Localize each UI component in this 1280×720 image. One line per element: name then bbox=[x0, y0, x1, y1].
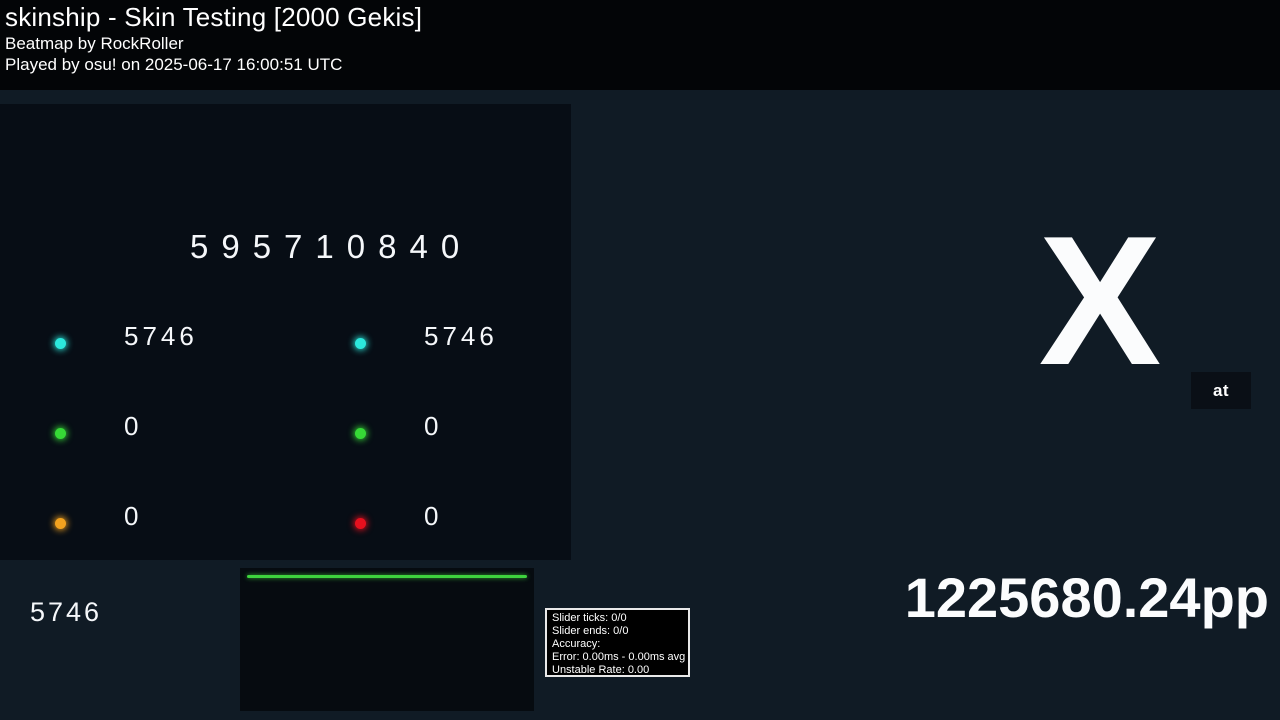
hit-100-count: 0 bbox=[124, 411, 143, 441]
score-panel: 595710840 5746 0 0 5746 0 0 5746 100.00 bbox=[0, 104, 571, 627]
hit-miss-dot-icon bbox=[355, 518, 366, 529]
graph-line bbox=[247, 575, 527, 578]
stats-tooltip: Slider ticks: 0/0 Slider ends: 0/0 Accur… bbox=[545, 608, 690, 677]
rank-grade-x: X bbox=[1038, 197, 1162, 403]
tooltip-error: Error: 0.00ms - 0.00ms avg bbox=[552, 651, 686, 663]
tooltip-accuracy: Accuracy: bbox=[552, 638, 601, 650]
performance-graph[interactable] bbox=[240, 568, 534, 711]
hit-50-count: 0 bbox=[124, 501, 143, 531]
hit-katu-dot-icon bbox=[355, 428, 366, 439]
max-combo: 5746 bbox=[30, 597, 103, 627]
hit-100-dot-icon bbox=[55, 428, 66, 439]
hit-miss-count: 0 bbox=[424, 501, 443, 531]
hit-50-dot-icon bbox=[55, 518, 66, 529]
hit-300-count: 5746 bbox=[124, 321, 198, 351]
tooltip-slider-ends: Slider ends: 0/0 bbox=[552, 625, 629, 637]
beatmap-author: Beatmap by RockRoller bbox=[5, 34, 184, 53]
hit-300-dot-icon bbox=[55, 338, 66, 349]
header-bar: skinship - Skin Testing [2000 Gekis] Bea… bbox=[0, 0, 1280, 90]
mod-badge-auto: at bbox=[1191, 372, 1251, 409]
tooltip-slider-ticks: Slider ticks: 0/0 bbox=[552, 612, 627, 624]
hit-katu-count: 0 bbox=[424, 411, 443, 441]
played-by-line: Played by osu! on 2025-06-17 16:00:51 UT… bbox=[5, 55, 343, 74]
beatmap-title: skinship - Skin Testing [2000 Gekis] bbox=[5, 2, 423, 32]
total-score: 595710840 bbox=[190, 228, 473, 265]
pp-value: 1225680.24pp bbox=[904, 566, 1269, 629]
tooltip-unstable-rate: Unstable Rate: 0.00 bbox=[552, 664, 650, 676]
hit-geki-dot-icon bbox=[355, 338, 366, 349]
hit-geki-count: 5746 bbox=[424, 321, 498, 351]
